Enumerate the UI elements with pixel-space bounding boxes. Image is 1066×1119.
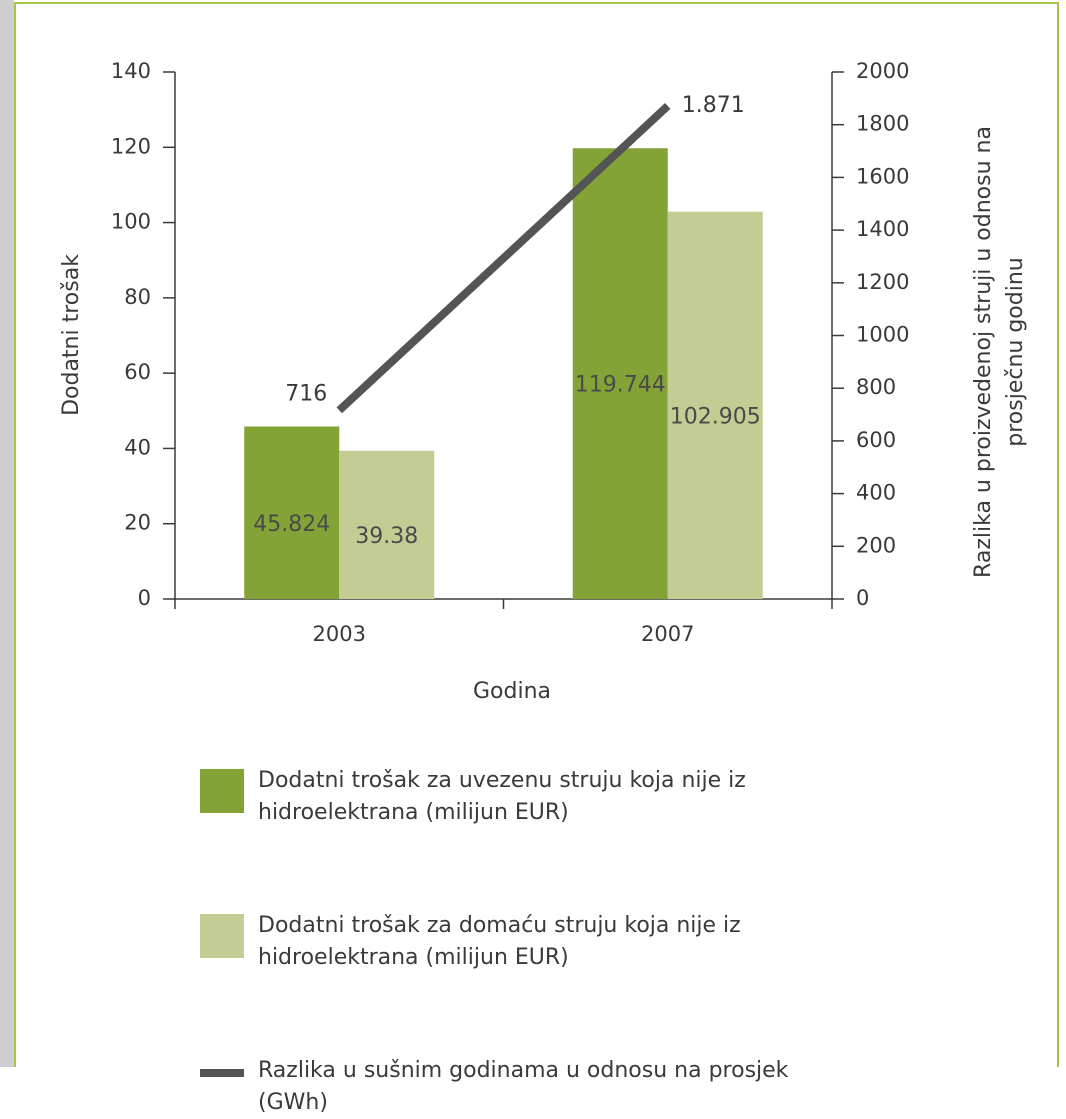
bar-label: 39.38 — [355, 524, 418, 549]
y2-tick-label: 400 — [856, 481, 896, 505]
legend-item: Razlika u sušnim godinama u odnosu na pr… — [200, 1055, 838, 1119]
frame — [14, 2, 1059, 1067]
bar — [572, 148, 668, 599]
y2-tick-label: 0 — [856, 586, 869, 610]
bar-label: 102.905 — [670, 404, 761, 429]
chart: Godina Dodatni trošak 0 20 40 60 80 100 120 140… — [0, 0, 1059, 1067]
y2-tick-label: 200 — [856, 533, 896, 557]
y2-tick-label: 1600 — [856, 164, 909, 188]
y-tick-label: 100 — [111, 210, 151, 234]
line — [336, 103, 671, 414]
legend-label: Dodatni trošak za domaću struju koja nij… — [258, 913, 741, 970]
y-tick-label: 120 — [111, 134, 151, 158]
y2-tick-label: 1000 — [856, 323, 909, 347]
y2-tick-label: 1200 — [856, 270, 909, 294]
y-tick-label: 0 — [138, 586, 151, 610]
y-tick-label: 60 — [124, 360, 151, 384]
legend-item: Dodatni trošak za domaću struju koja nij… — [200, 910, 838, 974]
line-label: 1.871 — [682, 93, 745, 118]
y2-tick-label: 800 — [856, 375, 896, 399]
y-tick-label: 20 — [124, 511, 151, 535]
y2-axis-label: Razlika u proizvedenoj struji u odnosu n… — [971, 126, 1028, 578]
y-axis-label: Dodatni trošak — [59, 254, 84, 416]
bar — [339, 450, 435, 599]
y2-tick-label: 1400 — [856, 217, 909, 241]
y2-tick-label: 1800 — [856, 112, 909, 136]
side-strip — [0, 0, 14, 1067]
legend-swatch — [200, 769, 244, 813]
x-tick-label: 2007 — [641, 622, 694, 646]
legend-swatch — [200, 1069, 244, 1077]
bar-label: 45.824 — [253, 512, 330, 537]
y2-tick-label: 600 — [856, 428, 896, 452]
x-tick-label: 2003 — [313, 622, 366, 646]
bar-label: 119.744 — [575, 373, 666, 398]
bar — [667, 211, 763, 600]
y-tick-label: 40 — [124, 435, 151, 459]
x-axis-label: Godina — [473, 679, 551, 704]
legend-swatch — [200, 914, 244, 958]
y2-tick-label: 2000 — [856, 59, 909, 83]
legend-label: Razlika u sušnim godinama u odnosu na pr… — [258, 1058, 789, 1115]
legend-label: Dodatni trošak za uvezenu struju koja ni… — [258, 768, 746, 825]
y-tick-label: 140 — [111, 59, 151, 83]
legend-item: Dodatni trošak za uvezenu struju koja ni… — [200, 765, 838, 829]
y-tick-label: 80 — [124, 285, 151, 309]
line-label: 716 — [285, 381, 327, 406]
bar — [244, 426, 340, 599]
